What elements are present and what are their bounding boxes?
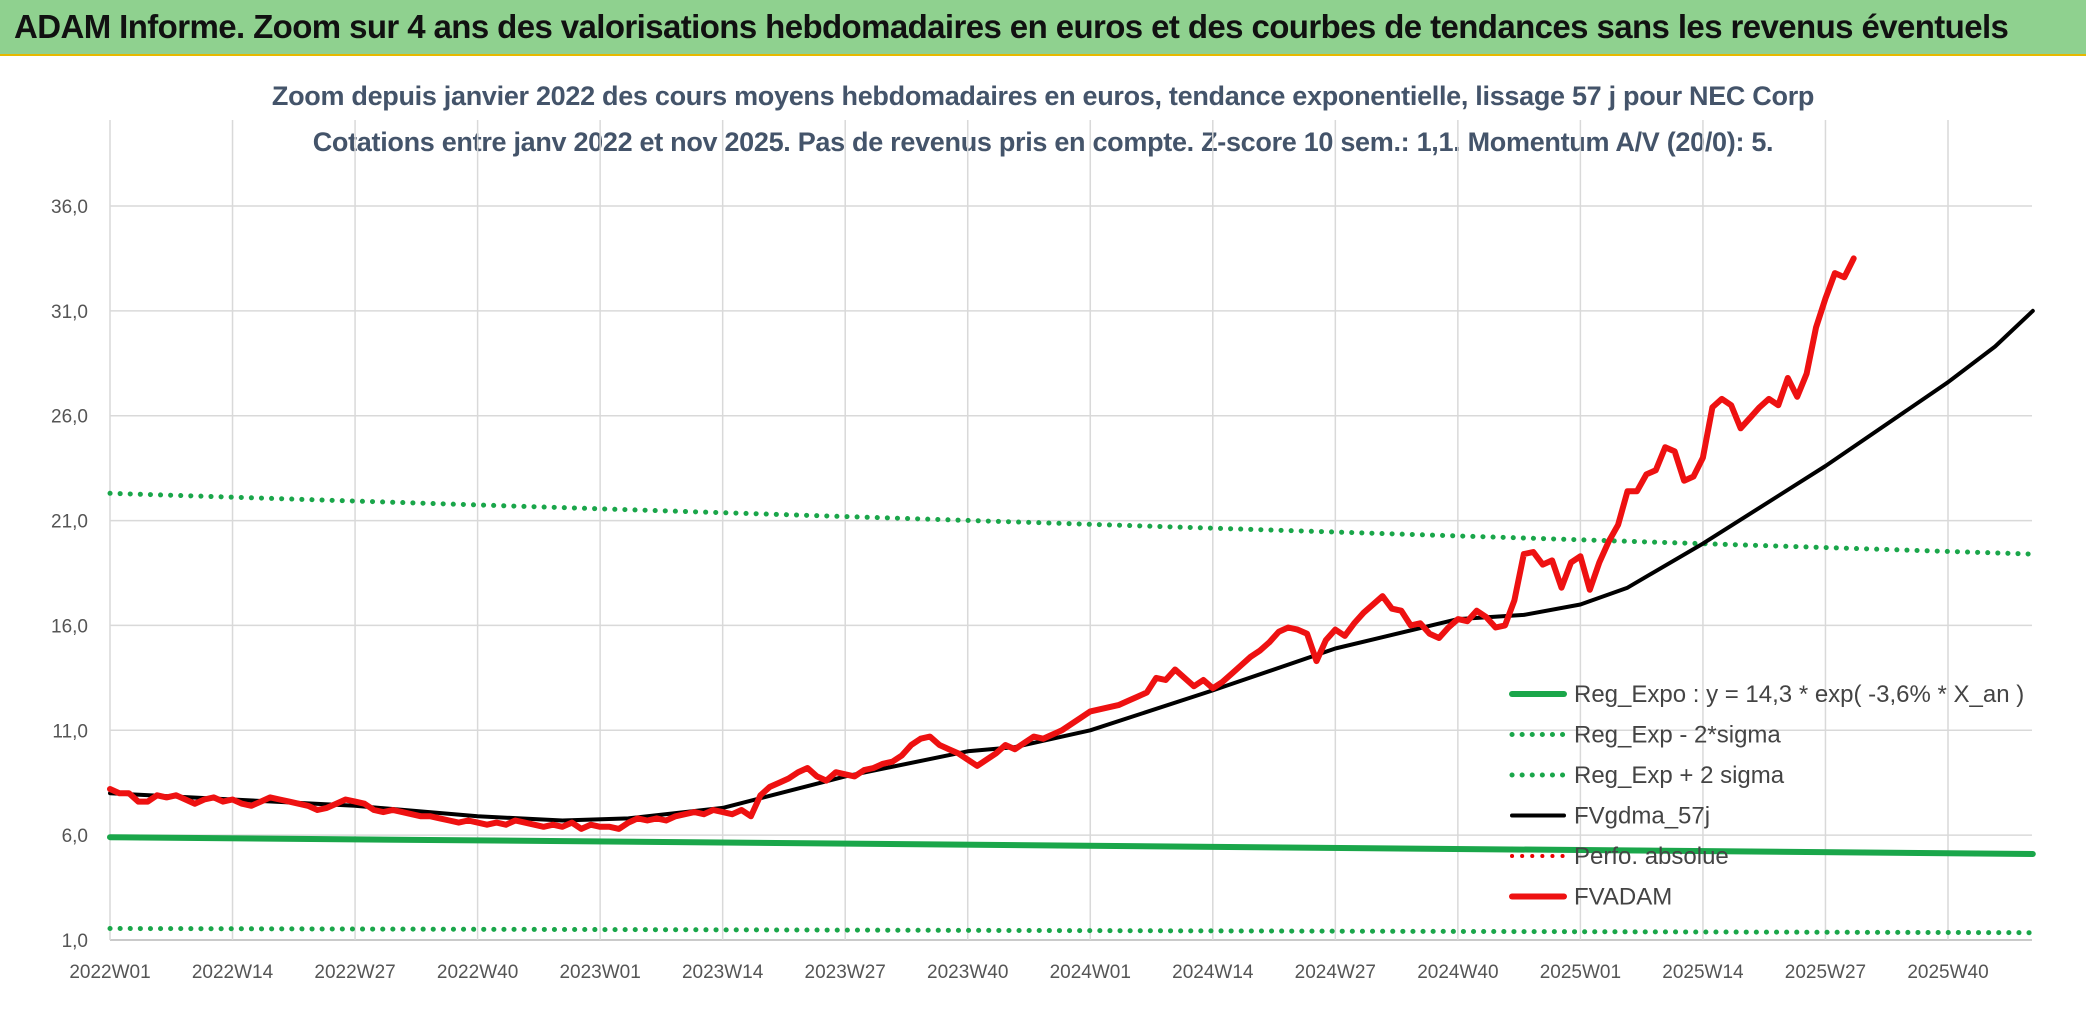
- y-tick-label: 11,0: [52, 721, 88, 742]
- x-tick-label: 2022W01: [69, 962, 150, 983]
- legend-label: FVADAM: [1574, 884, 1672, 911]
- x-tick-label: 2023W40: [927, 962, 1008, 983]
- x-tick-label: 2022W27: [314, 962, 395, 983]
- series-line-5: [107, 255, 1857, 832]
- x-tick-label: 2022W40: [437, 962, 518, 983]
- y-tick-label: 36,0: [51, 197, 88, 218]
- x-tick-label: 2024W40: [1417, 962, 1498, 983]
- x-tick-label: 2025W01: [1540, 962, 1621, 983]
- x-tick-label: 2024W14: [1172, 962, 1254, 983]
- series-line-2: [107, 490, 2036, 557]
- x-tick-label: 2025W14: [1662, 962, 1744, 983]
- y-tick-label: 6,0: [62, 826, 88, 847]
- x-tick-label: 2022W14: [192, 962, 274, 983]
- y-tick-label: 1,0: [62, 931, 88, 952]
- legend-label: Reg_Expo : y = 14,3 * exp( -3,6% * X_an …: [1574, 681, 2024, 708]
- x-tick-label: 2023W27: [805, 962, 886, 983]
- x-tick-label: 2025W27: [1785, 962, 1866, 983]
- report-header: ADAM Informe. Zoom sur 4 ans des valoris…: [0, 0, 2086, 56]
- chart-subtitle: Cotations entre janv 2022 et nov 2025. P…: [312, 127, 1774, 157]
- legend-label: Reg_Exp + 2 sigma: [1574, 762, 1785, 789]
- series-line-0: [107, 834, 2036, 857]
- legend-label: Reg_Exp - 2*sigma: [1574, 722, 1781, 749]
- chart-title: Zoom depuis janvier 2022 des cours moyen…: [271, 81, 1815, 111]
- report-title: ADAM Informe. Zoom sur 4 ans des valoris…: [14, 8, 2009, 45]
- y-tick-label: 21,0: [51, 512, 88, 533]
- x-tick-label: 2024W01: [1050, 962, 1131, 983]
- legend-label: FVgdma_57j: [1574, 803, 1710, 830]
- x-tick-label: 2025W40: [1907, 962, 1988, 983]
- legend-label: Perfo. absolue: [1574, 843, 1729, 870]
- series-line-3: [108, 308, 2035, 823]
- series-line-1: [107, 926, 2036, 936]
- y-tick-label: 31,0: [51, 302, 88, 323]
- line-chart: 1,0 6,0 11,0 16,0 21,0 26,0 31,0 36,0 2022W01 202…: [51, 120, 2036, 983]
- x-tick-label: 2023W01: [559, 962, 640, 983]
- x-tick-label: 2024W27: [1295, 962, 1376, 983]
- y-tick-label: 16,0: [51, 616, 88, 637]
- y-tick-label: 26,0: [51, 407, 88, 428]
- chart-area: Zoom depuis janvier 2022 des cours moyen…: [0, 56, 2086, 1031]
- x-tick-label: 2023W14: [682, 962, 764, 983]
